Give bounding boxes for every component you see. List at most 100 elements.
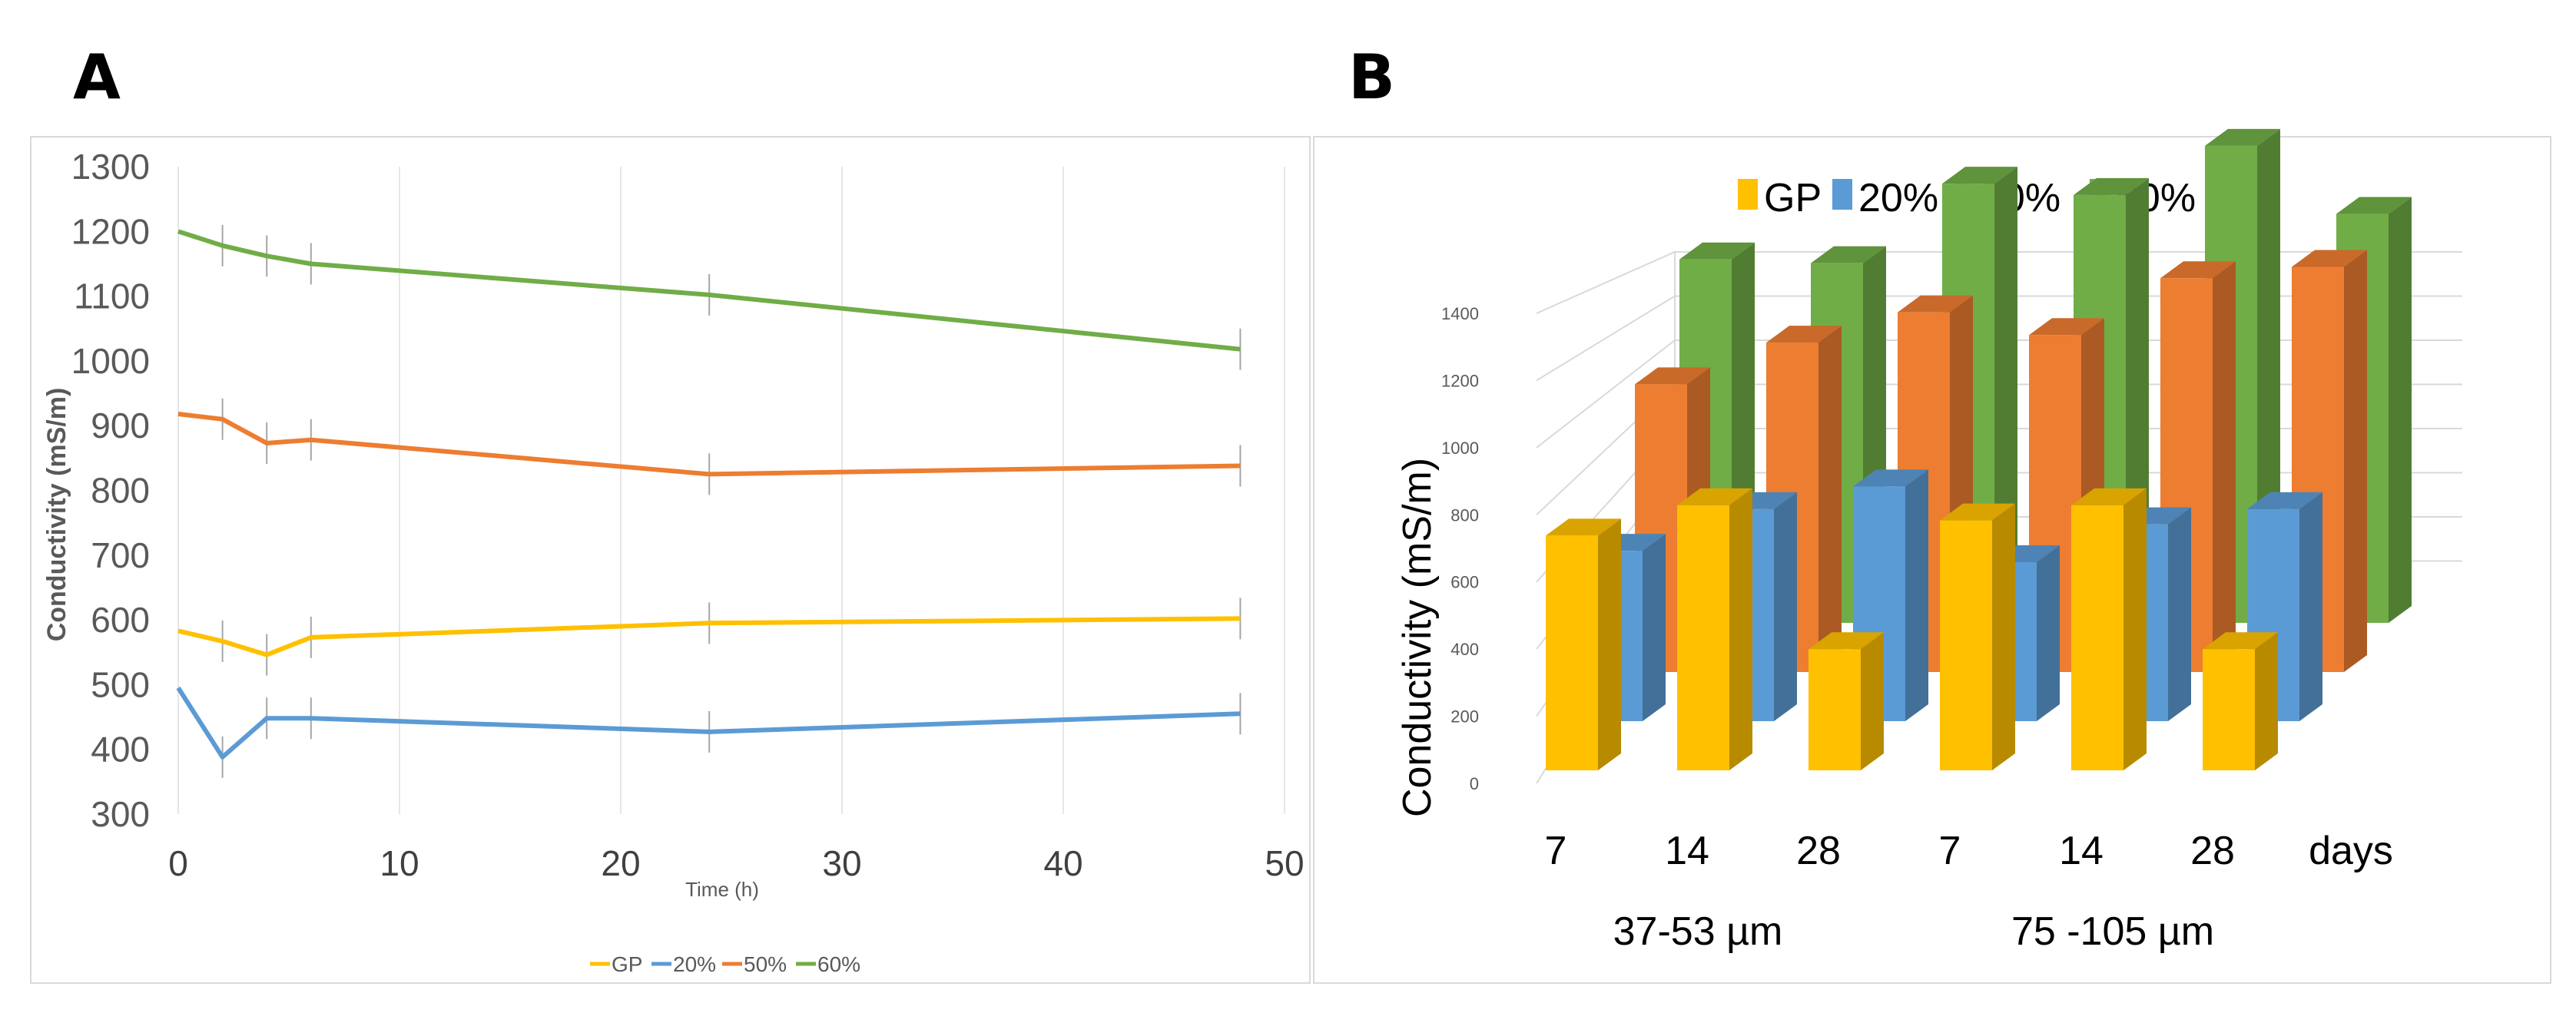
b-legend-swatch (1738, 179, 1758, 210)
panel-a-label: A (73, 41, 121, 113)
a-legend-label: 60% (817, 952, 860, 976)
a-y-tick-label: 500 (91, 664, 150, 704)
a-y-tick-label: 400 (91, 730, 150, 770)
b-bar-front (1940, 520, 1992, 770)
b-bar-GP-0 (1546, 518, 1621, 770)
a-y-axis-label: Conductivity (mS/m) (42, 388, 71, 642)
b-bar-front (1809, 649, 1861, 770)
b-x-tick-label: 7 (1545, 829, 1567, 873)
b-bar-side (1774, 492, 1797, 721)
a-y-tick-label: 1200 (71, 211, 150, 251)
b-bar-top (1546, 518, 1621, 536)
b-bar-side (2213, 261, 2236, 672)
b-y-tick-label: 600 (1450, 573, 1479, 592)
b-bar-side (1643, 534, 1666, 721)
b-bar-top (1898, 295, 1973, 313)
b-bar-top (1809, 632, 1884, 650)
b-y-tick-label: 800 (1450, 505, 1479, 525)
b-bar-side (2037, 545, 2060, 721)
b-x-tick-label: 14 (1665, 829, 1709, 873)
b-bar-top (1853, 469, 1928, 487)
a-legend-label: GP (612, 952, 642, 976)
a-gridlines (177, 167, 1285, 814)
b-x-tick-label: 28 (1796, 829, 1841, 873)
b-bar-top (1942, 167, 2017, 184)
b-x-tick-days: days (2309, 829, 2393, 873)
b-bar-side (1861, 632, 1884, 770)
b-bar-side (1598, 518, 1621, 770)
b-x-tick-label: 28 (2190, 829, 2235, 873)
b-bar-side (1729, 488, 1752, 770)
b-bar-top (2074, 177, 2149, 195)
b-bar-top (1811, 246, 1886, 263)
b-bar-top (2205, 128, 2280, 146)
b-bar-front (1546, 535, 1598, 770)
b-bar-front (2071, 505, 2123, 770)
b-bars (1546, 128, 2412, 770)
b-y-axis-label: Conductivity (mS/m) (1395, 458, 1440, 817)
a-legend-label: 20% (673, 952, 716, 976)
b-bar-top (2160, 261, 2236, 279)
b-bar-side (1992, 503, 2015, 770)
b-y-tick-label: 0 (1470, 774, 1479, 793)
panel-b: B GP 20% 50% 60% 0200400600800100012001400 … (1313, 41, 2551, 984)
a-legend-label: 50% (744, 952, 787, 976)
a-y-tick-label: 700 (91, 535, 150, 575)
a-y-tick-labels: 300 400 500 600 700 800 900 1000 1100 1200 1300 (71, 147, 150, 834)
b-bar-top (1940, 503, 2015, 521)
b-bar-side (2255, 632, 2278, 770)
b-bar-side (2299, 492, 2322, 721)
b-bar-GP-5 (2203, 632, 2278, 770)
b-bar-top (1677, 488, 1752, 505)
b-bar-top (1635, 367, 1710, 385)
b-bar-top (2029, 318, 2104, 336)
b-bar-side (2344, 250, 2367, 672)
b-y-tick-labels: 0 200 400 600 800 1000 1200 1400 (1441, 304, 1479, 793)
b-bar-GP-4 (2071, 488, 2147, 770)
b-x-tick-labels: 7 14 28 7 14 28 days (1545, 829, 2393, 873)
panel-a-frame (30, 136, 1311, 984)
a-x-tick-labels: 0 10 20 30 40 50 (168, 843, 1304, 883)
a-x-tick-label: 30 (822, 843, 861, 883)
b-bar-side (2123, 488, 2147, 770)
b-bar-GP-2 (1809, 632, 1884, 770)
a-y-tick-label: 1000 (71, 341, 150, 381)
b-bar-side (1818, 326, 1842, 672)
a-series-line-60pct (177, 229, 1241, 352)
b-y-tick-label: 1000 (1441, 439, 1479, 458)
b-bar-top (1679, 242, 1755, 260)
b-bar-GP-1 (1677, 488, 1752, 770)
a-series-line-20pct (176, 686, 1241, 760)
a-x-tick-label: 50 (1265, 843, 1304, 883)
a-y-tick-label: 1100 (74, 276, 150, 316)
b-bar-top (2247, 492, 2322, 509)
b-bar-top (2292, 250, 2367, 267)
a-series-line-50pct (177, 412, 1241, 477)
b-bar-front (2203, 649, 2255, 770)
a-series-line-GP (177, 616, 1241, 657)
panel-a: A 3004005006007008009001000110012001300 … (30, 41, 1311, 984)
a-x-axis-label: Time (h) (685, 878, 759, 901)
b-y-tick-label: 1400 (1441, 304, 1479, 323)
b-legend-label: 20% (1858, 176, 1938, 220)
a-y-tick-label: 800 (91, 471, 150, 511)
b-y-tick-label: 1200 (1441, 371, 1479, 390)
a-y-tick-label: 900 (91, 406, 150, 445)
b-legend-label: GP (1764, 176, 1822, 220)
b-y-tick-label: 400 (1450, 640, 1479, 659)
a-x-tick-label: 40 (1043, 843, 1082, 883)
b-legend-swatch (1832, 179, 1852, 210)
b-bar-side (2389, 197, 2412, 623)
b-bar-GP-3 (1940, 503, 2015, 770)
a-x-tick-label: 20 (601, 843, 640, 883)
b-group-label: 37-53 µm (1613, 909, 1783, 954)
b-bar-top (1766, 326, 1842, 343)
b-bar-front (1677, 505, 1729, 770)
b-group-labels: 37-53 µm 75 -105 µm (1613, 909, 2214, 954)
a-series-lines (176, 229, 1241, 760)
a-y-tick-label: 600 (91, 600, 150, 640)
b-group-label: 75 -105 µm (2011, 909, 2214, 954)
b-bar-top (2071, 488, 2147, 505)
b-bar-side (1905, 469, 1928, 721)
